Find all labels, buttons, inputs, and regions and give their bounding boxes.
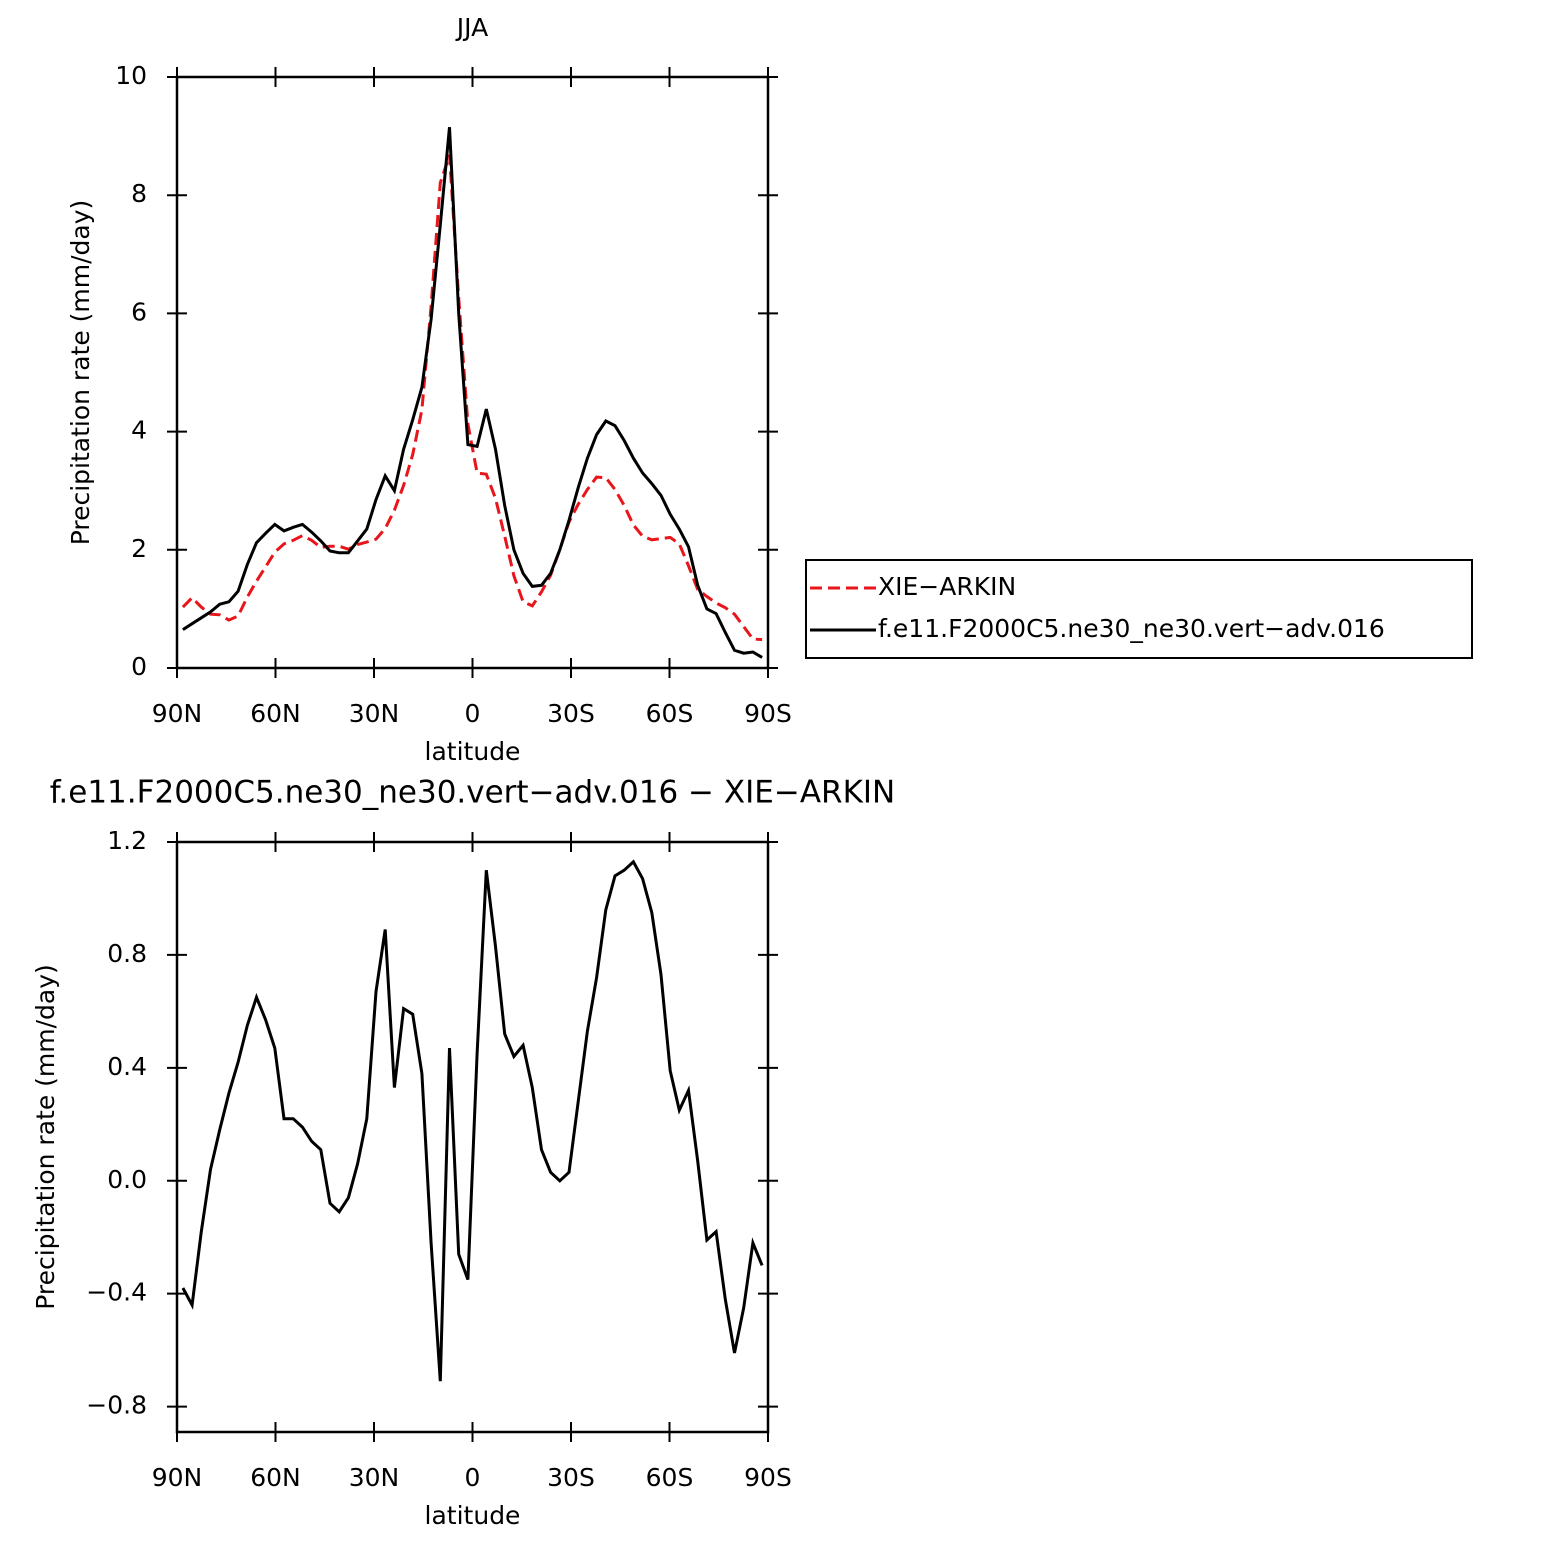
chart-title: f.e11.F2000C5.ne30_ne30.vert−adv.016 − X… [50,775,895,811]
legend-box [805,559,1473,659]
x-tick-label: 90S [744,699,792,728]
x-tick-label: 60S [646,1463,694,1492]
y-tick-label: 8 [131,179,147,208]
x-tick-label: 90N [152,699,203,728]
data-line [182,127,763,659]
plot-frame [175,840,770,1434]
y-axis-label: Precipitation rate (mm/day) [31,964,60,1310]
y-tick-label: 10 [115,61,147,90]
x-axis-label: latitude [425,737,521,766]
y-tick-label: 4 [131,416,147,445]
data-line [181,859,764,1382]
x-tick-label: 60N [250,699,301,728]
y-tick-label: 2 [131,534,147,563]
x-tick-label: 90S [744,1463,792,1492]
x-tick-label: 0 [465,1463,481,1492]
x-tick-label: 60S [646,699,694,728]
x-tick-label: 60N [250,1463,301,1492]
x-tick-label: 30S [547,1463,595,1492]
data-line [181,154,763,642]
x-tick-label: 90N [152,1463,203,1492]
y-tick-label: 1.2 [107,826,147,855]
chart-title: JJA [455,13,488,42]
x-tick-label: 0 [465,699,481,728]
y-tick-label: −0.8 [86,1391,147,1420]
y-tick-label: 0 [131,652,147,681]
y-tick-label: 0.4 [107,1052,147,1081]
x-tick-label: 30N [349,1463,400,1492]
y-tick-label: 6 [131,297,147,326]
x-axis-label: latitude [425,1501,521,1530]
y-axis-label: Precipitation rate (mm/day) [66,200,95,546]
plot-frame [175,75,770,670]
y-tick-label: 0.8 [107,939,147,968]
y-tick-label: 0.0 [107,1165,147,1194]
x-tick-label: 30S [547,699,595,728]
y-tick-label: −0.4 [86,1278,147,1307]
legend-label: XIE−ARKIN [878,572,1016,601]
x-tick-label: 30N [349,699,400,728]
legend-label: f.e11.F2000C5.ne30_ne30.vert−adv.016 [878,614,1385,643]
